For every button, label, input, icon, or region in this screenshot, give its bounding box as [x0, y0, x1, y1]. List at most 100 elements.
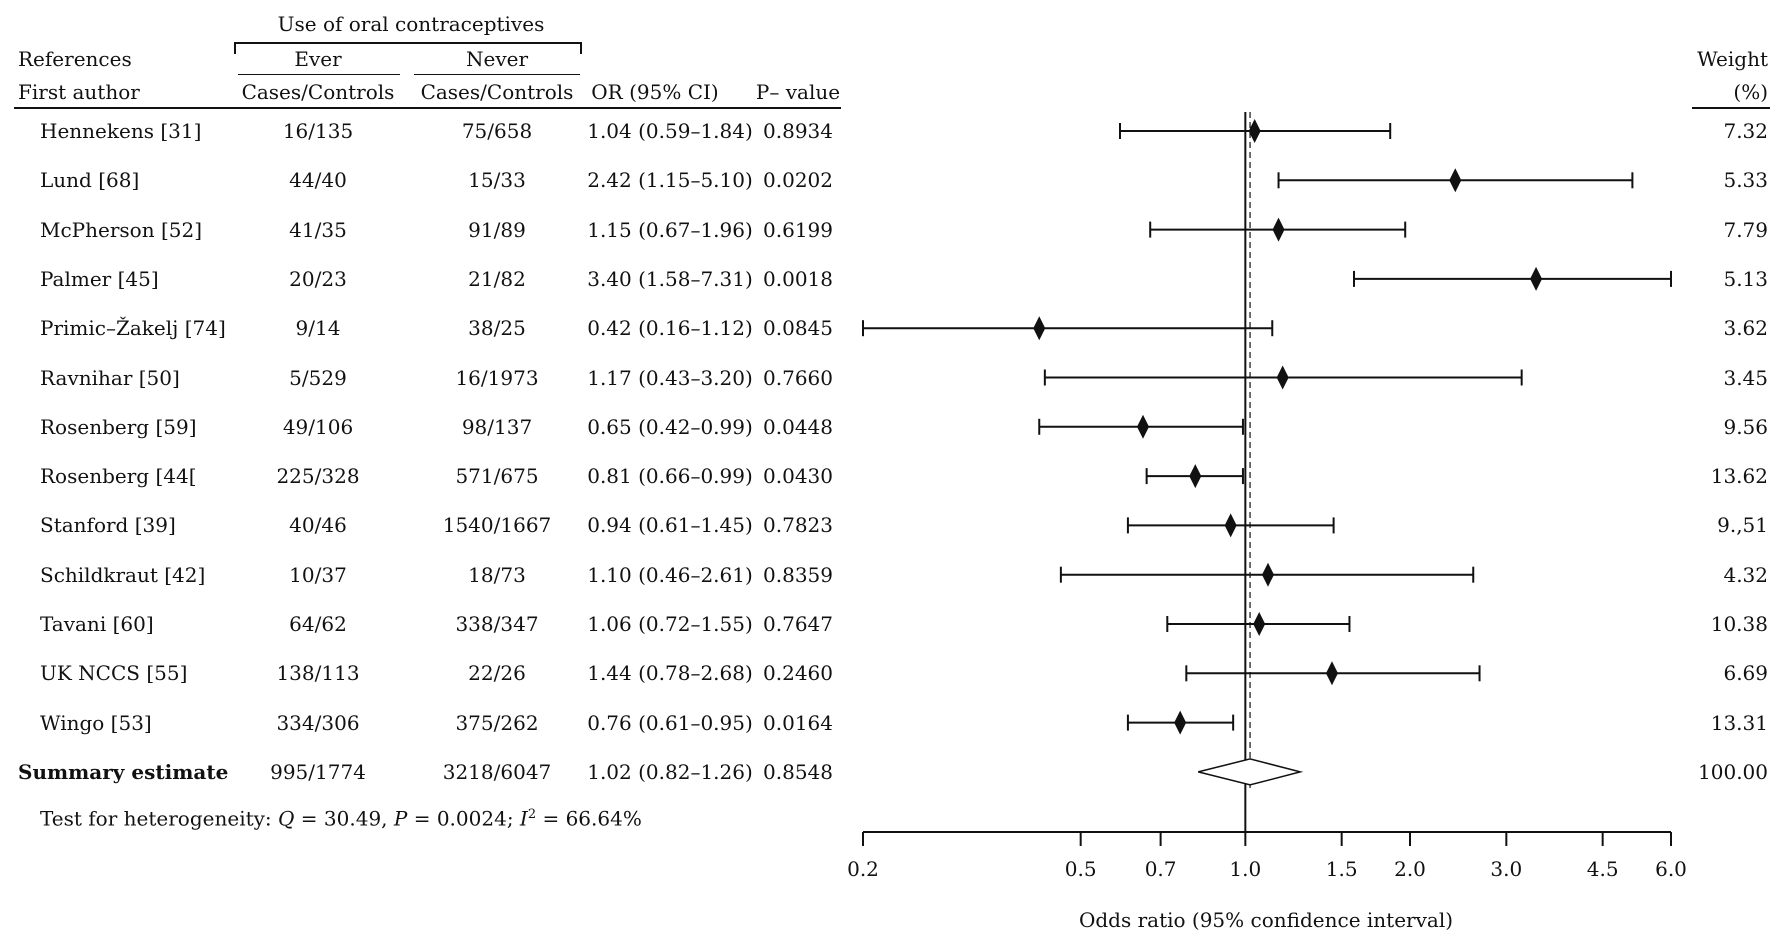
- weight-cell: 100.00: [1698, 759, 1768, 784]
- never-cell: 1540/1667: [442, 513, 552, 538]
- ever-cell: 5/529: [289, 365, 347, 390]
- never-cell: 18/73: [468, 562, 526, 587]
- point-estimate-diamond: [1449, 168, 1462, 193]
- ever-cell: 64/62: [289, 612, 347, 636]
- ever-cell: 225/328: [276, 464, 360, 489]
- or-ci-cell: 1.04 (0.59–1.84): [587, 119, 753, 143]
- ever-cell: 138/113: [276, 661, 360, 686]
- author-cell: Palmer [45]: [40, 266, 159, 291]
- point-estimate-diamond: [1224, 513, 1237, 538]
- x-tick-label: 0.5: [1065, 857, 1097, 881]
- ever-cell: 10/37: [289, 562, 347, 587]
- heterogeneity-prefix: Test for heterogeneity:: [40, 806, 279, 831]
- summary-label: Summary estimate: [18, 759, 229, 784]
- ever-cell: 9/14: [295, 316, 341, 341]
- never-cell: 38/25: [468, 316, 526, 341]
- p-value-cell: 0.0845: [763, 316, 833, 341]
- never-cell: 75/658: [461, 119, 533, 143]
- or-ci-cell: 1.02 (0.82–1.26): [587, 759, 753, 784]
- ever-underline: [238, 74, 400, 75]
- or-ci-header: OR (95% CI): [591, 80, 719, 104]
- author-cell: Rosenberg [44[: [40, 464, 197, 489]
- ever-cell: 49/106: [282, 414, 354, 439]
- never-cell: 91/89: [468, 217, 526, 242]
- p-value-cell: 0.0164: [763, 710, 833, 735]
- ever-cell: 20/23: [289, 266, 347, 291]
- author-cell: Primic–Žakelj [74]: [40, 316, 226, 341]
- never-subheader: Cases/Controls: [420, 80, 574, 104]
- x-tick-label: 1.0: [1229, 857, 1261, 881]
- ever-cell: 44/40: [289, 168, 347, 193]
- weight-cell: 6.69: [1723, 661, 1768, 686]
- never-cell: 571/675: [455, 464, 539, 489]
- p-value-cell: 0.0018: [763, 266, 833, 291]
- i-value: = 66.64%: [536, 806, 642, 831]
- never-cell: 3218/6047: [442, 759, 552, 784]
- weight-cell: 3.45: [1723, 365, 1768, 390]
- weight-cell: 13.31: [1710, 710, 1768, 735]
- weight-header-rule: [1692, 107, 1770, 109]
- p-value-cell: 0.7647: [763, 612, 833, 636]
- q-symbol: Q: [278, 806, 295, 831]
- never-cell: 98/137: [461, 414, 533, 439]
- i-symbol: I: [519, 806, 528, 831]
- x-tick-label: 0.2: [847, 857, 879, 881]
- point-estimate-diamond: [1276, 365, 1289, 390]
- weight-cell: 13.62: [1710, 464, 1768, 489]
- or-ci-cell: 1.15 (0.67–1.96): [587, 217, 753, 242]
- or-ci-cell: 1.17 (0.43–3.20): [587, 365, 753, 390]
- point-estimate-diamond: [1189, 464, 1202, 489]
- or-ci-cell: 3.40 (1.58–7.31): [587, 266, 753, 291]
- x-tick-label: 0.7: [1145, 857, 1177, 881]
- weight-cell: 10.38: [1710, 612, 1768, 636]
- author-cell: Schildkraut [42]: [40, 562, 206, 587]
- or-ci-cell: 0.94 (0.61–1.45): [587, 513, 753, 538]
- author-cell: Stanford [39]: [40, 513, 176, 538]
- point-estimate-diamond: [1261, 562, 1274, 587]
- never-cell: 375/262: [455, 710, 539, 735]
- q-value: = 30.49,: [294, 806, 394, 831]
- or-ci-cell: 1.06 (0.72–1.55): [587, 612, 753, 636]
- or-ci-cell: 0.42 (0.16–1.12): [587, 316, 753, 341]
- x-tick-label: 2.0: [1394, 857, 1426, 881]
- p-value-cell: 0.8359: [763, 562, 833, 587]
- x-axis-label: Odds ratio (95% confidence interval): [1078, 908, 1454, 932]
- p-value-cell: 0.7660: [763, 365, 833, 390]
- group-bracket-line: [234, 42, 582, 44]
- p-value-het: = 0.0024;: [407, 806, 520, 831]
- never-cell: 338/347: [455, 612, 539, 636]
- author-cell: Ravnihar [50]: [40, 365, 180, 390]
- or-ci-cell: 0.81 (0.66–0.99): [587, 464, 753, 489]
- p-value-cell: 0.2460: [763, 661, 833, 686]
- weight-cell: 3.62: [1723, 316, 1768, 341]
- author-cell: Tavani [60]: [40, 612, 154, 636]
- p-symbol: P: [393, 806, 408, 831]
- first-author-label: First author: [18, 80, 140, 104]
- author-cell: Hennekens [31]: [40, 119, 202, 143]
- x-tick-label: 3.0: [1490, 857, 1522, 881]
- references-label: References: [18, 47, 132, 71]
- never-cell: 21/82: [468, 266, 526, 291]
- ever-cell: 334/306: [276, 710, 360, 735]
- point-estimate-diamond: [1530, 266, 1543, 291]
- author-cell: UK NCCS [55]: [40, 661, 188, 686]
- never-cell: 16/1973: [455, 365, 539, 390]
- point-estimate-diamond: [1325, 661, 1338, 686]
- never-underline: [414, 74, 580, 75]
- p-value-cell: 0.8934: [763, 119, 833, 143]
- point-estimate-diamond: [1248, 119, 1261, 143]
- p-value-cell: 0.0202: [763, 168, 833, 193]
- x-tick-label: 4.5: [1587, 857, 1619, 881]
- p-value-header: P– value: [755, 80, 841, 104]
- group-bracket-left: [234, 42, 236, 54]
- point-estimate-diamond: [1253, 612, 1266, 636]
- or-ci-cell: 1.10 (0.46–2.61): [587, 562, 753, 587]
- weight-unit-header: (%): [1733, 80, 1768, 104]
- ever-label: Ever: [294, 47, 342, 71]
- p-value-cell: 0.0448: [763, 414, 833, 439]
- summary-diamond: [1198, 758, 1304, 786]
- never-label: Never: [465, 47, 529, 71]
- weight-cell: 5.33: [1723, 168, 1768, 193]
- point-estimate-diamond: [1137, 414, 1150, 439]
